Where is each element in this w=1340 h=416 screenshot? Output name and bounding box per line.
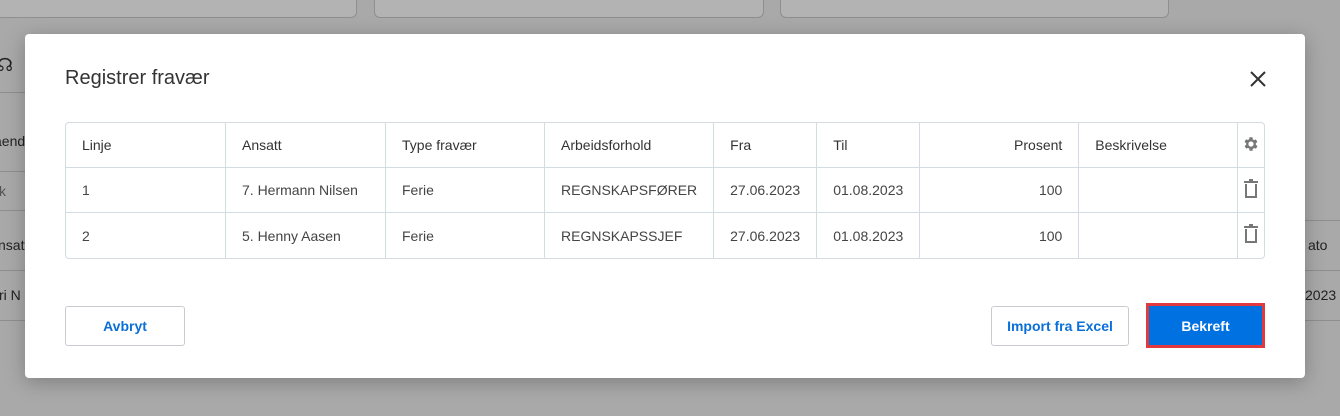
column-header: Prosent	[920, 123, 1080, 168]
cell-beskrivelse[interactable]	[1079, 168, 1239, 213]
table-header: Linje Ansatt Type fravær Arbeidsforhold …	[66, 123, 1264, 168]
delete-row-button[interactable]	[1238, 168, 1264, 213]
bg-text: ående	[0, 133, 33, 149]
cell-til[interactable]: 01.08.2023	[817, 168, 921, 213]
divider	[1305, 220, 1340, 221]
divider	[1305, 320, 1340, 321]
absence-table: Linje Ansatt Type fravær Arbeidsforhold …	[65, 122, 1265, 259]
bg-card	[374, 0, 764, 18]
cell-beskrivelse[interactable]	[1079, 213, 1239, 258]
close-icon[interactable]	[1247, 68, 1269, 90]
divider	[0, 320, 25, 321]
dialog-title: Registrer fravær	[65, 67, 210, 89]
cell-linje: 2	[66, 213, 226, 258]
cell-arbeidsforhold[interactable]: REGNSKAPSSJEF	[545, 213, 715, 258]
gear-icon	[1244, 136, 1258, 151]
cell-type[interactable]: Ferie	[386, 168, 545, 213]
bg-text: ri N	[0, 287, 21, 303]
trash-icon	[1244, 224, 1259, 243]
column-header: Linje	[66, 123, 226, 168]
bg-text: 2023	[1305, 287, 1337, 303]
register-absence-dialog: Registrer fravær Linje Ansatt Type fravæ…	[25, 34, 1305, 378]
divider	[0, 270, 25, 271]
column-header: Type fravær	[386, 123, 545, 168]
import-excel-button[interactable]: Import fra Excel	[991, 306, 1129, 346]
confirm-button[interactable]: Bekreft	[1146, 303, 1265, 348]
settings-button[interactable]	[1238, 123, 1264, 168]
cell-ansatt[interactable]: 7. Hermann Nilsen	[226, 168, 386, 213]
divider	[0, 92, 25, 93]
column-header: Arbeidsforhold	[545, 123, 715, 168]
column-header: Ansatt	[226, 123, 386, 168]
cell-prosent[interactable]: 100	[920, 213, 1080, 258]
cell-linje: 1	[66, 168, 226, 213]
cell-til[interactable]: 01.08.2023	[817, 213, 921, 258]
column-header: Til	[817, 123, 921, 168]
column-header: Fra	[714, 123, 818, 168]
divider	[0, 171, 25, 172]
column-header: Beskrivelse	[1079, 123, 1239, 168]
cell-arbeidsforhold[interactable]: REGNSKAPSFØRER	[545, 168, 715, 213]
divider	[1305, 270, 1340, 271]
cell-fra[interactable]: 27.06.2023	[714, 213, 818, 258]
users-icon: ☊	[0, 55, 13, 75]
table-row: 1 7. Hermann Nilsen Ferie REGNSKAPSFØRER…	[66, 168, 1264, 213]
cell-prosent[interactable]: 100	[920, 168, 1080, 213]
cell-type[interactable]: Ferie	[386, 213, 545, 258]
bg-text: nsatt	[0, 237, 29, 253]
cell-ansatt[interactable]: 5. Henny Aasen	[226, 213, 386, 258]
trash-icon	[1244, 178, 1259, 198]
bg-card	[0, 0, 357, 18]
cancel-button[interactable]: Avbryt	[65, 306, 185, 346]
divider	[0, 210, 25, 211]
bg-text: ato	[1308, 237, 1328, 253]
cell-fra[interactable]: 27.06.2023	[714, 168, 818, 213]
delete-row-button[interactable]	[1238, 213, 1264, 258]
table-row: 2 5. Henny Aasen Ferie REGNSKAPSSJEF 27.…	[66, 213, 1264, 258]
bg-card	[780, 0, 1169, 18]
bg-text: k	[0, 183, 6, 199]
